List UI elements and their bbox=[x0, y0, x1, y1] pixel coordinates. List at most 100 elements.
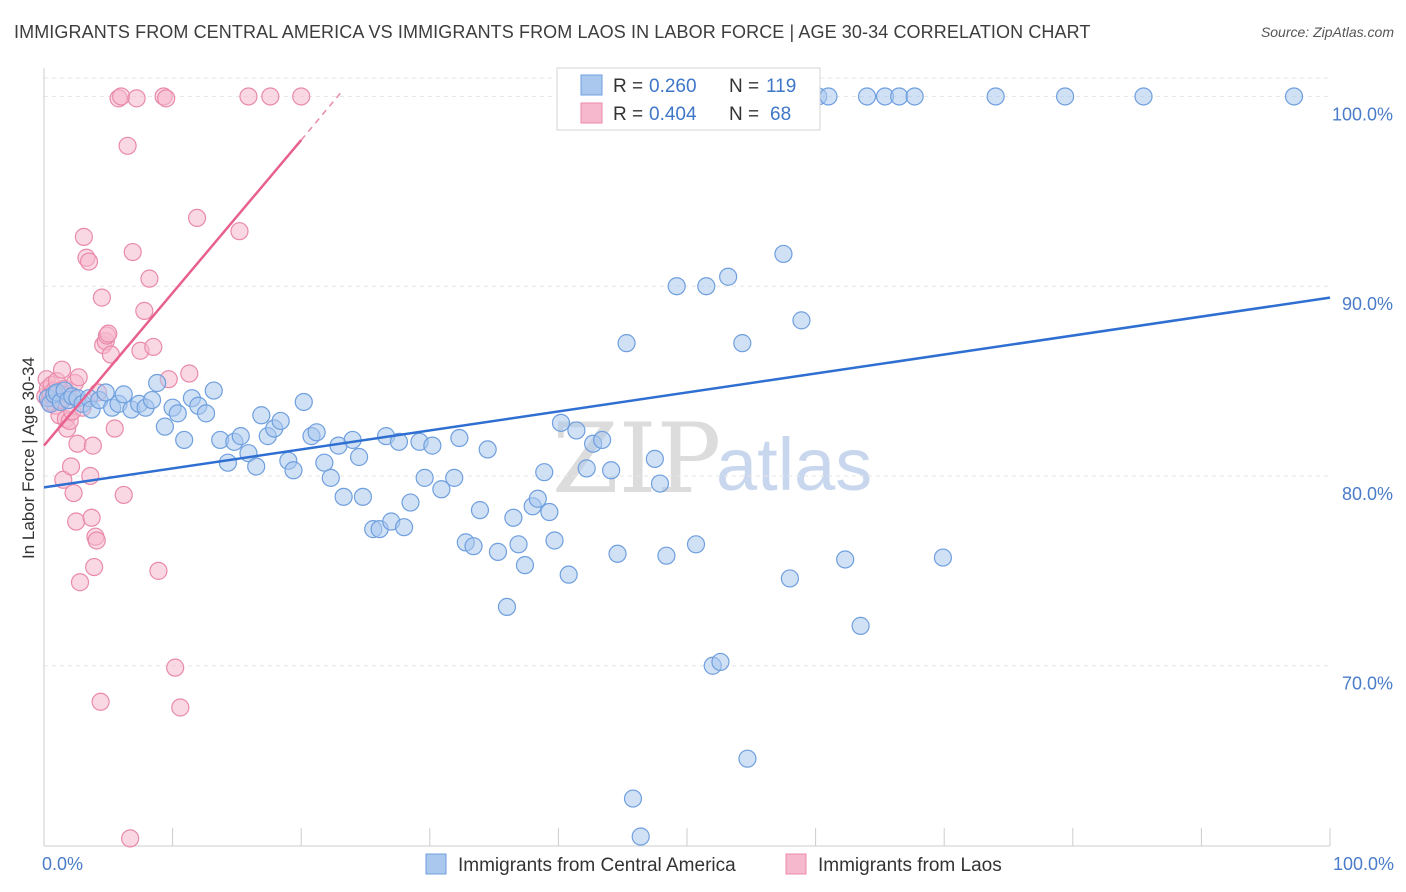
point-central-america bbox=[349, 447, 369, 467]
point-central-america bbox=[96, 383, 115, 402]
point-central-america bbox=[142, 390, 162, 410]
stats-r-value-pink: 0.404 bbox=[649, 104, 697, 125]
point-central-america bbox=[577, 459, 596, 478]
point-central-america bbox=[114, 385, 133, 404]
point-central-america bbox=[780, 569, 799, 588]
stats-legend-box: R = 0.260 N = 119 R = 0.404 N = 68 bbox=[556, 67, 821, 131]
y-tick-label: 80.0% bbox=[1342, 484, 1393, 504]
point-laos bbox=[123, 242, 142, 262]
point-central-america bbox=[608, 544, 627, 563]
point-central-america bbox=[389, 432, 409, 451]
y-tick-label: 100.0% bbox=[1332, 104, 1393, 124]
point-central-america bbox=[432, 480, 451, 499]
point-central-america bbox=[733, 334, 752, 353]
point-laos bbox=[83, 436, 102, 455]
stats-n-key-blue: N = bbox=[729, 76, 759, 97]
point-central-america bbox=[497, 597, 517, 617]
point-laos bbox=[74, 227, 93, 246]
point-central-america bbox=[819, 87, 838, 106]
point-laos bbox=[79, 252, 99, 271]
point-central-america bbox=[247, 457, 266, 476]
point-central-america bbox=[711, 652, 730, 672]
point-central-america bbox=[602, 461, 621, 480]
stats-r-key-blue: R = bbox=[613, 76, 643, 97]
point-laos bbox=[52, 360, 72, 379]
point-central-america bbox=[271, 411, 290, 431]
point-laos bbox=[239, 87, 258, 106]
point-central-america bbox=[559, 565, 578, 584]
point-laos bbox=[91, 692, 110, 711]
legend-swatch-central-america bbox=[425, 853, 447, 875]
point-central-america bbox=[551, 413, 571, 432]
point-central-america bbox=[450, 428, 469, 448]
point-central-america bbox=[631, 827, 650, 846]
point-central-america bbox=[623, 789, 643, 808]
point-central-america bbox=[657, 546, 676, 565]
point-central-america bbox=[353, 487, 373, 506]
point-central-america bbox=[645, 449, 664, 468]
series-central-america-points bbox=[38, 87, 1304, 846]
point-central-america bbox=[394, 518, 414, 537]
point-laos bbox=[127, 89, 146, 108]
point-laos bbox=[157, 89, 176, 108]
legend-label-central-america: Immigrants from Central America bbox=[458, 855, 736, 876]
watermark: ZIP atlas bbox=[552, 403, 872, 515]
stats-n-value-pink: 68 bbox=[770, 104, 791, 125]
point-central-america bbox=[218, 453, 237, 472]
point-laos bbox=[180, 364, 199, 383]
x-ticks bbox=[43, 828, 1331, 846]
point-central-america bbox=[851, 616, 870, 635]
point-central-america bbox=[315, 453, 334, 472]
point-central-america bbox=[445, 468, 464, 487]
point-laos bbox=[144, 337, 163, 357]
point-laos bbox=[166, 658, 185, 677]
point-central-america bbox=[488, 542, 508, 561]
point-central-america bbox=[175, 430, 194, 450]
point-central-america bbox=[540, 502, 559, 522]
point-laos bbox=[114, 485, 133, 505]
legend-label-laos: Immigrants from Laos bbox=[818, 855, 1002, 876]
point-central-america bbox=[719, 267, 738, 286]
point-central-america bbox=[593, 430, 612, 450]
point-laos bbox=[135, 301, 154, 320]
point-central-america bbox=[155, 417, 174, 436]
point-central-america bbox=[415, 468, 434, 487]
x-tick-labels: 0.0% 100.0% bbox=[42, 854, 1394, 874]
point-laos bbox=[171, 698, 190, 717]
point-laos bbox=[67, 512, 86, 531]
point-central-america bbox=[464, 537, 483, 556]
x-tick-label-max: 100.0% bbox=[1333, 854, 1394, 874]
point-laos bbox=[112, 87, 131, 106]
y-tick-label: 90.0% bbox=[1342, 294, 1393, 314]
point-laos bbox=[261, 87, 280, 106]
point-central-america bbox=[905, 87, 924, 106]
point-central-america bbox=[470, 501, 490, 520]
point-central-america bbox=[321, 468, 340, 487]
point-central-america bbox=[196, 404, 216, 423]
watermark-atlas: atlas bbox=[716, 423, 872, 506]
point-laos bbox=[92, 288, 111, 307]
point-central-america bbox=[294, 392, 313, 412]
point-central-america bbox=[535, 463, 554, 482]
point-central-america bbox=[528, 489, 547, 508]
point-central-america bbox=[857, 87, 877, 106]
point-laos bbox=[121, 829, 140, 848]
point-central-america bbox=[307, 423, 326, 442]
x-tick-label-min: 0.0% bbox=[42, 854, 83, 874]
watermark-zip: ZIP bbox=[552, 403, 721, 515]
trend-line-laos bbox=[43, 139, 303, 447]
stats-swatch-pink bbox=[580, 102, 603, 124]
point-laos bbox=[82, 508, 101, 527]
point-laos bbox=[70, 573, 90, 592]
point-laos bbox=[69, 368, 88, 387]
point-central-america bbox=[836, 550, 855, 569]
point-central-america bbox=[986, 87, 1005, 106]
point-central-america bbox=[1284, 87, 1304, 106]
point-laos bbox=[230, 222, 249, 241]
point-laos bbox=[64, 483, 83, 503]
point-laos bbox=[140, 269, 159, 288]
stats-n-key-pink: N = bbox=[729, 104, 759, 125]
stats-r-value-blue: 0.260 bbox=[649, 76, 697, 97]
stats-swatch-blue bbox=[580, 74, 603, 96]
